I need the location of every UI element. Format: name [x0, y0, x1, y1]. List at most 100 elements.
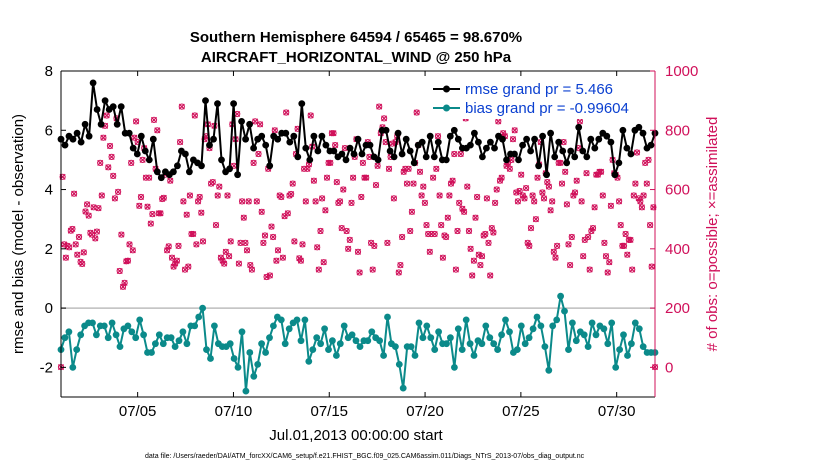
obs-possible-marker	[606, 259, 613, 266]
obs-count-point	[431, 230, 438, 238]
obs-count-point	[469, 272, 476, 279]
rmse-point	[330, 147, 338, 155]
obs-count-point	[433, 165, 440, 172]
obs-possible-marker	[420, 183, 427, 190]
obs-assimilated-marker	[199, 238, 207, 245]
obs-count-point	[243, 247, 251, 254]
obs-possible-marker	[173, 257, 180, 264]
obs-assimilated-marker	[149, 211, 156, 218]
obs-possible-marker	[188, 230, 195, 238]
obs-count-point	[168, 254, 176, 261]
obs-possible-marker	[474, 193, 481, 201]
rmse-point	[559, 147, 567, 155]
obs-assimilated-marker	[332, 142, 339, 149]
rmse-point	[583, 153, 591, 161]
y-axis-right-label: # of obs: o=possible; ×=assimilated	[704, 117, 721, 352]
obs-assimilated-marker	[381, 115, 388, 122]
obs-possible-marker	[397, 262, 404, 269]
obs-count-point	[648, 263, 655, 270]
bias-point	[77, 331, 85, 339]
rmse-point	[210, 135, 217, 143]
obs-assimilated-marker	[539, 189, 546, 196]
obs-assimilated-marker	[602, 253, 610, 260]
bias-point	[317, 340, 324, 348]
obs-count-point	[136, 202, 143, 209]
obs-possible-marker	[436, 192, 443, 199]
obs-count-point	[565, 241, 572, 248]
obs-assimilated-marker	[431, 230, 438, 238]
bias-point	[293, 316, 301, 324]
rmse-point	[555, 138, 563, 146]
bias-point	[104, 334, 112, 342]
obs-count-point	[459, 205, 466, 212]
rmse-point	[535, 162, 542, 170]
obs-assimilated-marker	[629, 266, 636, 273]
obs-possible-marker	[209, 179, 216, 186]
obs-possible-marker	[177, 139, 184, 146]
rmse-point	[410, 159, 418, 167]
bias-point	[384, 313, 391, 321]
x-tick-label: 07/05	[119, 403, 157, 420]
obs-assimilated-marker	[325, 159, 332, 166]
obs-assimilated-marker	[558, 180, 566, 187]
obs-count-point	[420, 183, 427, 190]
obs-assimilated-marker	[320, 259, 327, 266]
rmse-point	[202, 97, 209, 104]
obs-assimilated-marker	[185, 263, 192, 270]
rmse-point	[310, 132, 318, 140]
obs-count-point	[186, 192, 193, 199]
obs-possible-marker	[438, 222, 445, 229]
obs-assimilated-marker	[619, 242, 626, 249]
obs-possible-marker	[332, 142, 339, 149]
obs-count-point	[180, 198, 187, 205]
bias-point	[529, 325, 537, 333]
rmse-point	[117, 103, 125, 110]
obs-assimilated-marker	[124, 257, 131, 264]
obs-assimilated-marker	[322, 207, 329, 214]
obs-count-point	[400, 168, 407, 175]
obs-count-point	[137, 193, 145, 201]
obs-count-point	[426, 248, 433, 255]
obs-count-point	[72, 241, 79, 248]
obs-assimilated-marker	[447, 180, 455, 187]
obs-assimilated-marker	[191, 112, 198, 119]
bias-point	[395, 361, 403, 368]
obs-assimilated-marker	[271, 127, 278, 134]
obs-count-point	[84, 201, 91, 208]
obs-assimilated-marker	[216, 183, 223, 190]
bias-point	[108, 319, 116, 327]
bias-point	[167, 334, 175, 342]
obs-count-point	[62, 254, 70, 261]
obs-count-point	[540, 195, 548, 202]
bias-point	[270, 322, 277, 330]
obs-count-point	[191, 112, 198, 119]
rmse-point	[467, 141, 474, 149]
obs-possible-marker	[578, 198, 585, 205]
obs-count-point	[449, 177, 456, 184]
bias-point	[447, 334, 454, 342]
obs-assimilated-marker	[474, 193, 481, 201]
rmse-point	[129, 144, 137, 152]
obs-assimilated-marker	[71, 190, 78, 197]
obs-assimilated-marker	[165, 243, 172, 250]
obs-assimilated-marker	[237, 239, 244, 246]
obs-possible-marker	[79, 260, 86, 267]
obs-possible-marker	[376, 103, 383, 110]
obs-possible-marker	[627, 236, 634, 243]
obs-possible-marker	[356, 269, 363, 276]
obs-assimilated-marker	[345, 245, 352, 252]
obs-count-point	[555, 159, 562, 166]
obs-assimilated-marker	[509, 136, 517, 143]
rmse-point	[266, 162, 274, 170]
obs-count-point	[586, 266, 593, 273]
obs-possible-marker	[92, 235, 99, 242]
bias-point	[340, 322, 348, 330]
obs-count-point	[413, 109, 420, 116]
obs-assimilated-marker	[633, 149, 641, 156]
obs-assimilated-marker	[92, 235, 99, 242]
bias-point	[631, 319, 639, 327]
rmse-point	[262, 141, 270, 149]
obs-possible-marker	[317, 227, 324, 235]
bias-point	[628, 340, 635, 348]
rmse-point	[515, 156, 522, 164]
